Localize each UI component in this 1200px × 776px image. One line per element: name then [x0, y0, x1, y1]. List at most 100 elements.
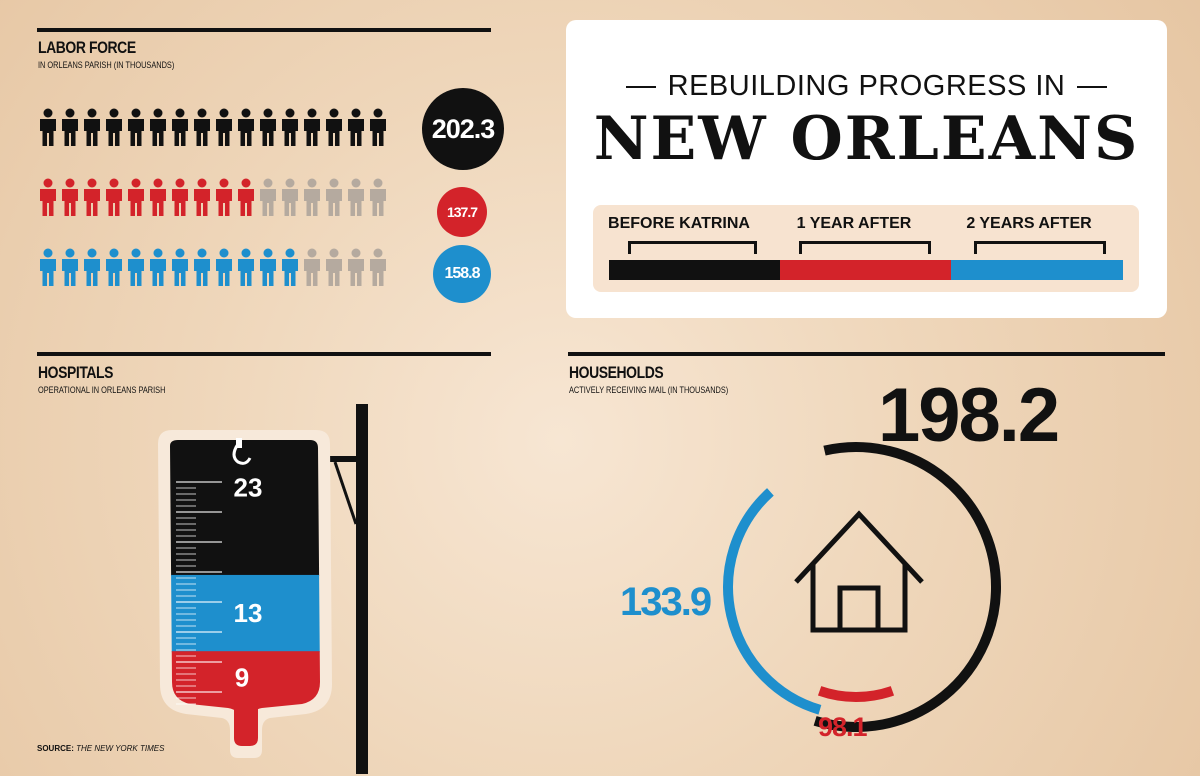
labor-value-before: 202.3: [422, 88, 504, 170]
legend-two-years-bar: [951, 260, 1123, 280]
title-dash-right: [1077, 86, 1108, 89]
person-icon-empty: [368, 178, 388, 218]
person-icon-filled: [60, 108, 80, 148]
title-kicker-text: REBUILDING PROGRESS IN: [667, 70, 1066, 102]
iv-bag-chart: 23 13 9: [158, 404, 368, 774]
person-icon-filled: [258, 248, 278, 288]
hospitals-value-two-years: 9: [235, 663, 249, 693]
legend-one-year-bracket: [799, 241, 931, 254]
person-icon-filled: [104, 248, 124, 288]
person-icon-filled: [82, 108, 102, 148]
person-icon-filled: [60, 248, 80, 288]
person-icon-filled: [192, 108, 212, 148]
legend-one-year-bar: [780, 260, 951, 280]
person-icon-filled: [258, 108, 278, 148]
labor-row-one-year: [38, 178, 388, 218]
hospitals-value-one-year: 13: [234, 598, 263, 628]
person-icon-filled: [104, 178, 124, 218]
legend-before-bar: [609, 260, 780, 280]
hospitals-value-before: 23: [234, 473, 263, 503]
person-icon-filled: [280, 248, 300, 288]
households-top-rule: [568, 352, 1165, 356]
labor-value-one-year: 137.7: [437, 187, 487, 237]
person-icon-filled: [280, 108, 300, 148]
person-icon-filled: [214, 108, 234, 148]
iv-hang-hook-icon: [232, 443, 252, 465]
person-icon-empty: [324, 248, 344, 288]
households-value-one-year: 98.1: [818, 712, 868, 742]
person-icon-filled: [236, 248, 256, 288]
iv-scale-ticks: [176, 481, 222, 705]
person-icon-filled: [214, 248, 234, 288]
title-kicker: REBUILDING PROGRESS IN: [566, 70, 1167, 103]
person-icon-filled: [302, 108, 322, 148]
person-icon-filled: [60, 178, 80, 218]
households-value-two-years: 133.9: [620, 580, 712, 624]
households-subtitle: ACTIVELY RECEIVING MAIL (IN THOUSANDS): [569, 385, 729, 395]
person-icon-filled: [214, 178, 234, 218]
legend-two-years-bracket: [974, 241, 1106, 254]
source-credit: SOURCE: THE NEW YORK TIMES: [37, 744, 164, 753]
households-value-before: 198.2: [878, 373, 1060, 458]
legend-box: BEFORE KATRINA 1 YEAR AFTER 2 YEARS AFTE…: [593, 205, 1139, 292]
person-icon-empty: [280, 178, 300, 218]
labor-value-two-years: 158.8: [433, 245, 491, 303]
person-icon-filled: [192, 178, 212, 218]
labor-row-before: [38, 108, 388, 148]
legend-two-years-label: 2 YEARS AFTER: [966, 215, 1092, 232]
person-icon-filled: [236, 178, 256, 218]
person-icon-empty: [346, 178, 366, 218]
person-icon-filled: [148, 248, 168, 288]
labor-subtitle: IN ORLEANS PARISH (IN THOUSANDS): [38, 60, 175, 70]
labor-top-rule: [37, 28, 491, 32]
person-icon-empty: [368, 248, 388, 288]
person-icon-filled: [38, 178, 58, 218]
person-icon-empty: [346, 248, 366, 288]
households-arc-before: [813, 442, 1002, 732]
person-icon-filled: [148, 108, 168, 148]
legend-one-year-label: 1 YEAR AFTER: [796, 215, 912, 232]
households-arc-two-years: [723, 488, 822, 715]
person-icon-filled: [82, 178, 102, 218]
hospitals-title: HOSPITALS: [38, 363, 114, 382]
person-icon-filled: [38, 108, 58, 148]
hospitals-subtitle: OPERATIONAL IN ORLEANS PARISH: [38, 385, 166, 395]
title-main: NEW ORLEANS: [593, 104, 1140, 174]
person-icon-filled: [192, 248, 212, 288]
person-icon-empty: [302, 178, 322, 218]
person-icon-filled: [236, 108, 256, 148]
person-icon-empty: [324, 178, 344, 218]
source-name: THE NEW YORK TIMES: [76, 744, 165, 753]
iv-hook-top: [236, 438, 242, 448]
person-icon-filled: [324, 108, 344, 148]
iv-bag-drip-tube: [234, 706, 258, 746]
person-icon-filled: [148, 178, 168, 218]
labor-row-two-years: [38, 248, 388, 288]
title-dash-left: [625, 86, 656, 89]
title-card: REBUILDING PROGRESS IN NEW ORLEANS BEFOR…: [566, 20, 1167, 318]
person-icon-filled: [170, 178, 190, 218]
iv-pole: [356, 404, 368, 774]
person-icon-filled: [82, 248, 102, 288]
person-icon-filled: [346, 108, 366, 148]
person-icon-filled: [104, 108, 124, 148]
house-icon: [794, 510, 924, 633]
person-icon-filled: [170, 108, 190, 148]
households-title: HOUSEHOLDS: [569, 363, 664, 382]
households-arc-one-year: [817, 686, 895, 702]
person-icon-filled: [126, 178, 146, 218]
iv-hanger: [333, 461, 358, 525]
person-icon-empty: [302, 248, 322, 288]
legend-before-label: BEFORE KATRINA: [608, 215, 750, 232]
legend-before-bracket: [628, 241, 757, 254]
person-icon-filled: [368, 108, 388, 148]
source-label: SOURCE:: [37, 744, 74, 753]
person-icon-empty: [258, 178, 278, 218]
person-icon-filled: [38, 248, 58, 288]
labor-title: LABOR FORCE: [38, 38, 136, 57]
hospitals-top-rule: [37, 352, 491, 356]
person-icon-filled: [170, 248, 190, 288]
households-ring-chart: [723, 442, 1002, 732]
person-icon-filled: [126, 248, 146, 288]
person-icon-filled: [126, 108, 146, 148]
